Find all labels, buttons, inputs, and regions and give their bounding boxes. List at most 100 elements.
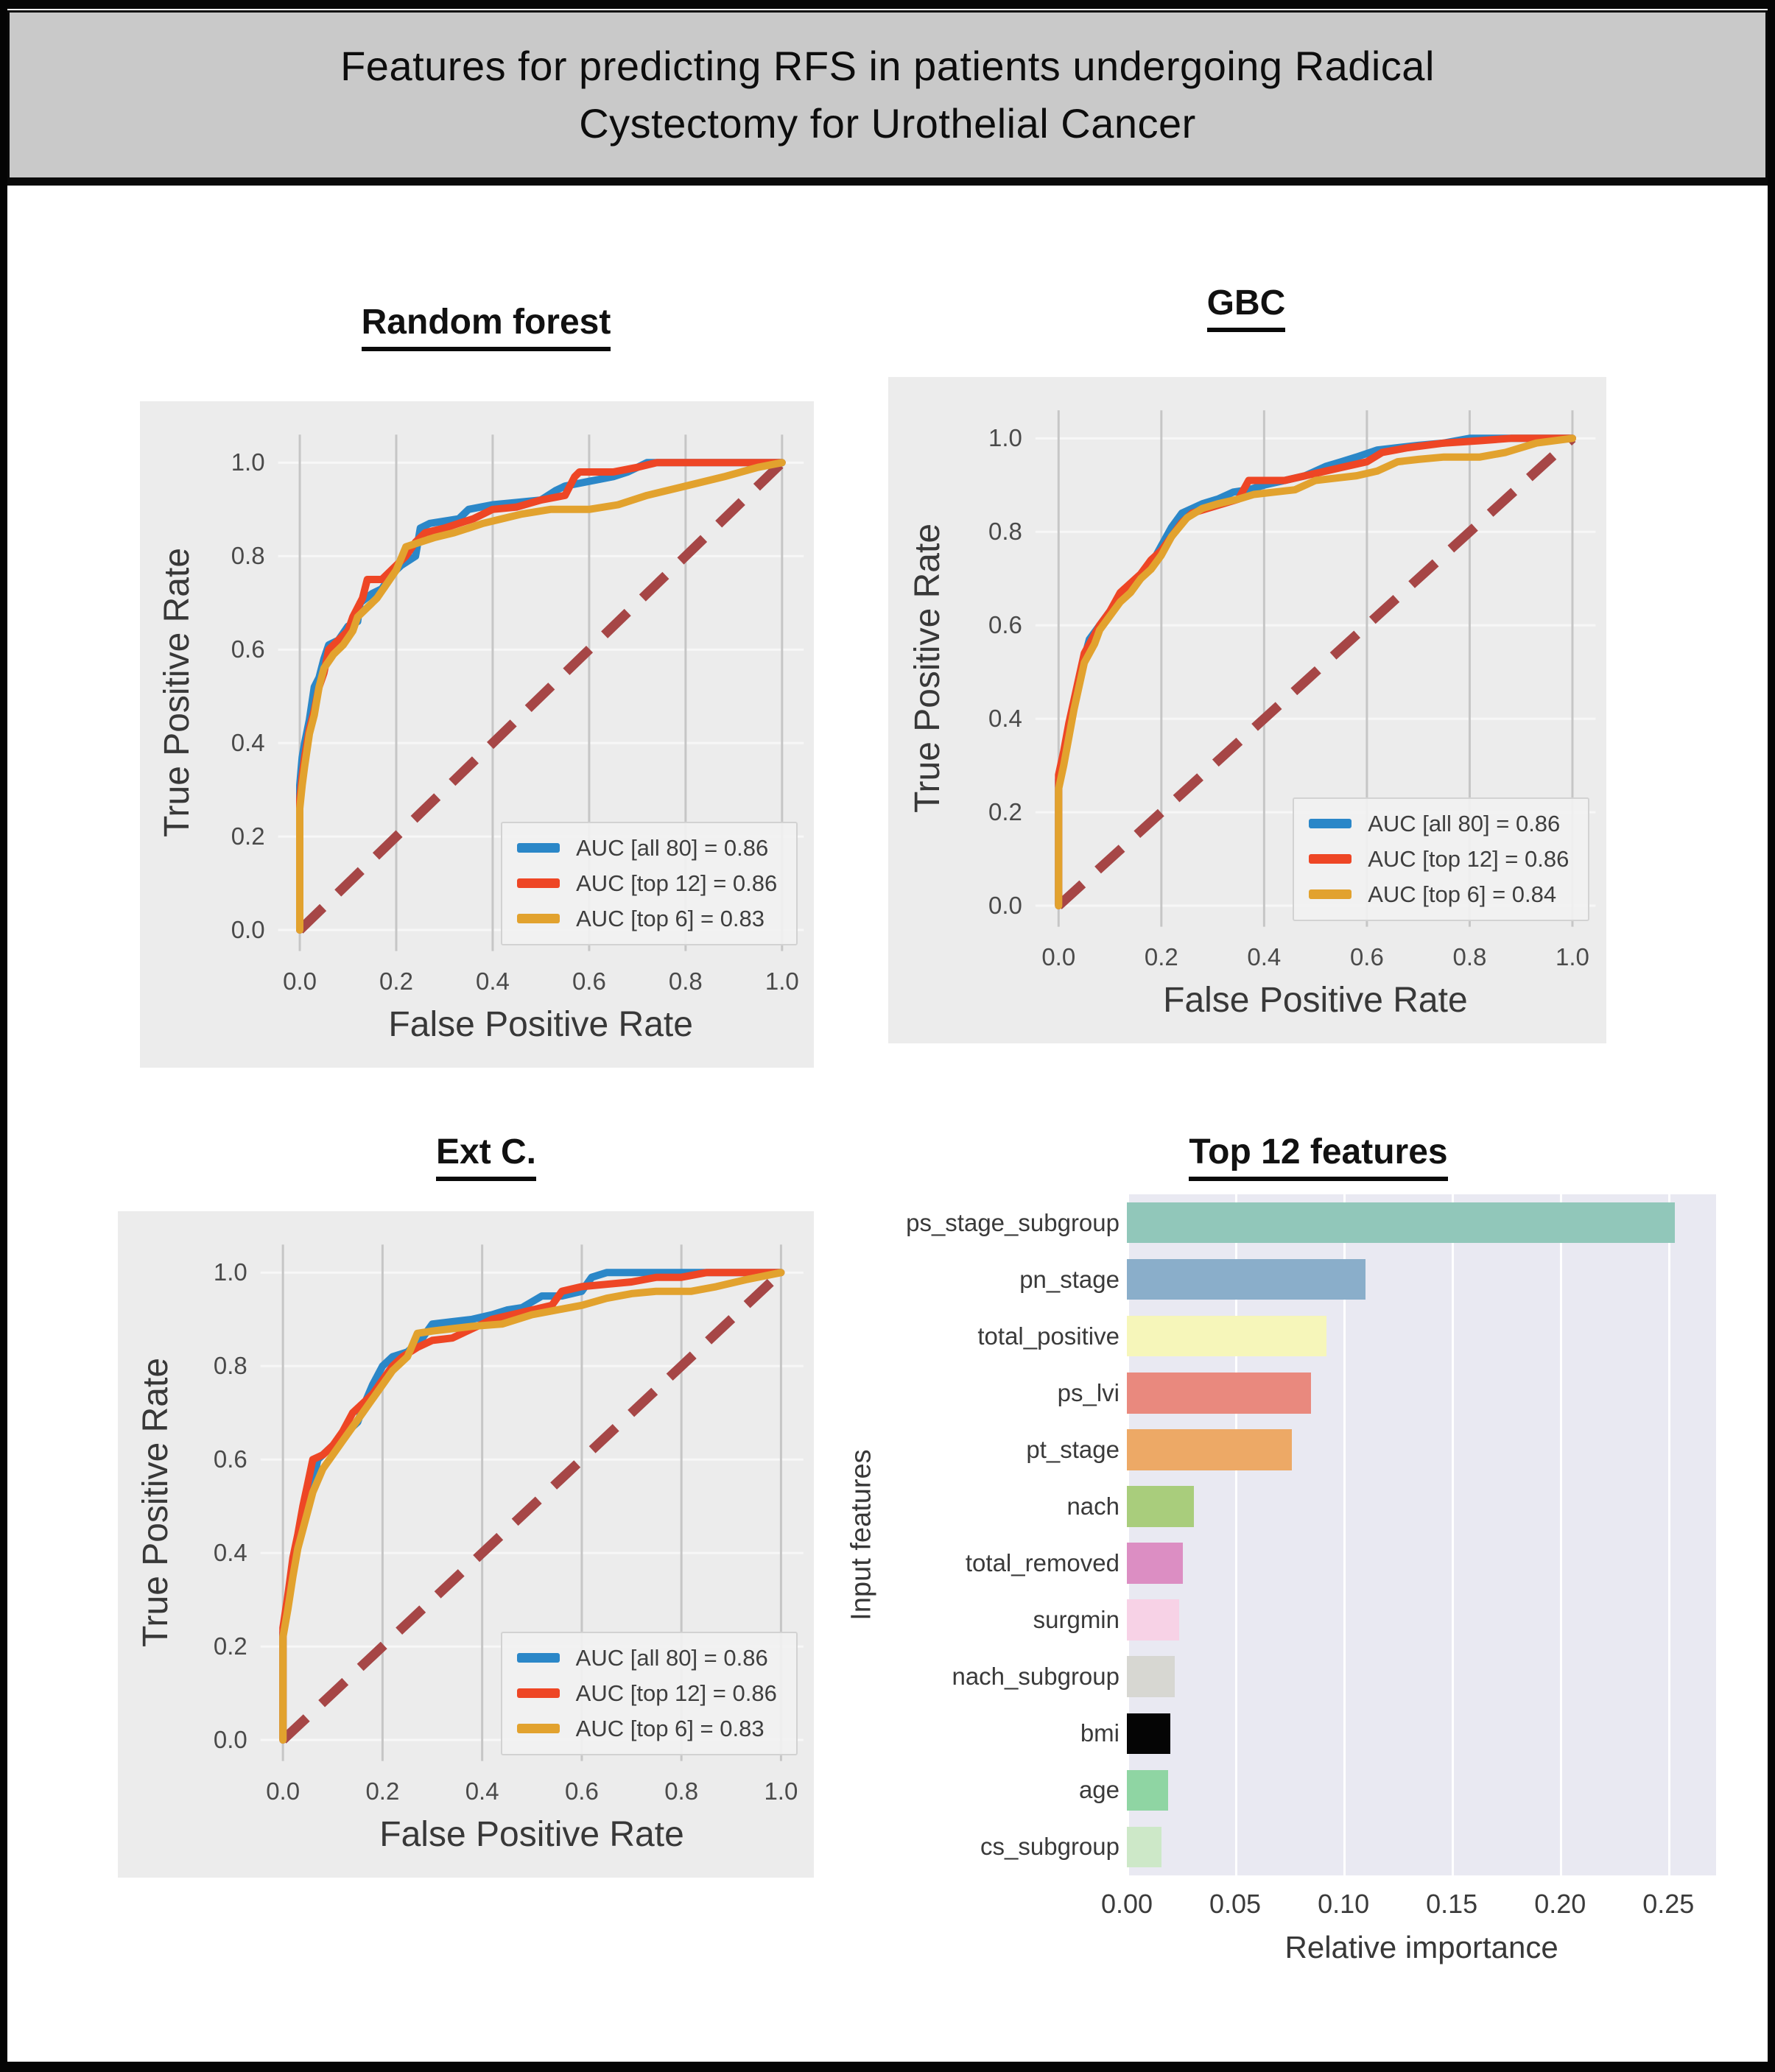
figure-title-line-2: Cystectomy for Urothelial Cancer — [579, 100, 1196, 147]
chance-diagonal-line — [296, 459, 786, 934]
bar-category-label: pn_stage — [1019, 1265, 1120, 1293]
roc-plot-ext-c: False Positive Rate True Positive Rate 0… — [118, 1211, 814, 1878]
bar-category-label: cs_subgroup — [980, 1833, 1120, 1861]
x-tick-label: 0.15 — [1426, 1889, 1478, 1919]
bar — [1127, 1826, 1162, 1868]
legend-label: AUC [all 80] = 0.86 — [576, 834, 769, 861]
x-tick-label: 0.6 — [1349, 942, 1384, 970]
bar-category-label: nach — [1066, 1492, 1120, 1520]
bar — [1127, 1543, 1184, 1584]
legend-label: AUC [top 12] = 0.86 — [575, 1680, 777, 1706]
legend-item: AUC [top 12] = 0.86 — [517, 870, 777, 897]
bar-category-label: bmi — [1080, 1719, 1120, 1747]
y-tick-label: 0.0 — [213, 1726, 247, 1754]
figure-inner-area: Features for predicting RFS in patients … — [7, 9, 1768, 2062]
y-tick-label: 1.0 — [988, 424, 1022, 452]
x-tick-label: 1.0 — [1556, 942, 1589, 970]
legend-item: AUC [top 12] = 0.86 — [1309, 846, 1569, 873]
bar-row — [1127, 1308, 1716, 1364]
x-axis-label: Relative importance — [1284, 1930, 1558, 1964]
legend-label: AUC [top 6] = 0.83 — [575, 1715, 765, 1741]
bar-category-label: ps_lvi — [1057, 1378, 1120, 1406]
bar-category-label: age — [1078, 1776, 1120, 1804]
panel-title-gbc: GBC — [1025, 283, 1467, 332]
y-tick-label: 0.2 — [231, 822, 265, 850]
roc-legend: AUC [all 80] = 0.86 AUC [top 12] = 0.86 AU… — [1293, 797, 1590, 921]
roc-legend: AUC [all 80] = 0.86 AUC [top 12] = 0.86 AU… — [500, 1631, 798, 1755]
legend-swatch — [1309, 819, 1352, 829]
x-axis-label: False Positive Rate — [388, 1004, 693, 1044]
legend-label: AUC [top 12] = 0.86 — [1368, 845, 1570, 872]
vertical-gridline — [1668, 1194, 1671, 1875]
y-tick-label: 0.8 — [213, 1352, 247, 1380]
y-tick-label: 0.2 — [213, 1632, 247, 1660]
figure-title: Features for predicting RFS in patients … — [340, 38, 1435, 153]
legend-label: AUC [top 6] = 0.83 — [576, 905, 765, 931]
x-axis-label: False Positive Rate — [379, 1814, 684, 1854]
panel-title-ext-c: Ext C. — [265, 1132, 707, 1181]
x-axis-label: False Positive Rate — [1163, 980, 1468, 1020]
legend-item: AUC [top 12] = 0.86 — [516, 1680, 777, 1707]
y-tick-label: 0.4 — [988, 705, 1022, 733]
legend-item: AUC [all 80] = 0.86 — [1309, 811, 1569, 837]
x-tick-label: 0.8 — [668, 967, 703, 995]
y-tick-label: 1.0 — [231, 448, 265, 476]
bar-category-label: surgmin — [1033, 1606, 1120, 1634]
roc-plot-gbc: False Positive Rate True Positive Rate 0… — [888, 377, 1606, 1043]
feature-importance-bar-plot: Relative importance Input features 0.00 0… — [846, 1194, 1716, 1964]
bar — [1127, 1315, 1326, 1357]
bar — [1127, 1486, 1195, 1527]
bar — [1127, 1258, 1365, 1300]
x-tick-label: 0.10 — [1318, 1889, 1370, 1919]
legend-swatch — [1309, 889, 1352, 900]
legend-item: AUC [all 80] = 0.86 — [517, 835, 777, 861]
vertical-gridline — [1127, 1194, 1129, 1875]
y-tick-label: 0.2 — [988, 798, 1022, 826]
legend-swatch — [516, 1653, 560, 1663]
x-tick-label: 0.20 — [1534, 1889, 1586, 1919]
legend-label: AUC [top 12] = 0.86 — [576, 870, 778, 896]
y-tick-label: 0.6 — [988, 611, 1022, 639]
legend-item: AUC [all 80] = 0.86 — [516, 1644, 777, 1671]
bar-row — [1127, 1649, 1716, 1705]
bar — [1127, 1769, 1168, 1811]
bar-row — [1127, 1364, 1716, 1421]
legend-swatch — [516, 1724, 560, 1734]
x-tick-label: 0.4 — [1247, 942, 1282, 970]
y-tick-label: 0.0 — [988, 892, 1022, 920]
bar-row — [1127, 1194, 1716, 1251]
bar-row — [1127, 1592, 1716, 1649]
x-tick-label: 0.0 — [1041, 942, 1076, 970]
bar-row — [1127, 1762, 1716, 1819]
legend-swatch — [517, 843, 560, 853]
legend-label: AUC [all 80] = 0.86 — [575, 1644, 768, 1671]
title-banner: Features for predicting RFS in patients … — [7, 10, 1768, 186]
panel-title-top-12-features: Top 12 features — [1061, 1132, 1576, 1181]
x-tick-label: 0.2 — [379, 967, 413, 995]
bar-row — [1127, 1535, 1716, 1592]
y-tick-label: 0.8 — [231, 542, 265, 570]
y-tick-label: 1.0 — [213, 1258, 247, 1286]
x-tick-label: 1.0 — [765, 967, 799, 995]
x-tick-label: 0.2 — [1144, 942, 1178, 970]
x-tick-label: 0.0 — [283, 967, 317, 995]
x-tick-label: 0.6 — [564, 1777, 599, 1805]
roc-curve — [1055, 434, 1576, 910]
bar — [1127, 1372, 1311, 1414]
x-tick-label: 0.4 — [465, 1777, 499, 1805]
legend-item: AUC [top 6] = 0.83 — [516, 1715, 777, 1742]
x-tick-label: 1.0 — [764, 1777, 798, 1805]
roc-curve — [279, 1269, 785, 1744]
legend-swatch — [516, 1688, 560, 1699]
y-tick-label: 0.0 — [231, 916, 265, 944]
bar-row — [1127, 1421, 1716, 1478]
bar-category-label: total_removed — [965, 1549, 1120, 1577]
bar-category-label: pt_stage — [1026, 1435, 1120, 1463]
x-tick-label: 0.0 — [266, 1777, 300, 1805]
y-tick-label: 0.4 — [213, 1539, 247, 1567]
bar-category-label: ps_stage_subgroup — [906, 1208, 1120, 1236]
y-tick-label: 0.8 — [988, 518, 1022, 546]
chance-diagonal-line — [1055, 434, 1576, 909]
vertical-gridline — [1452, 1194, 1455, 1875]
